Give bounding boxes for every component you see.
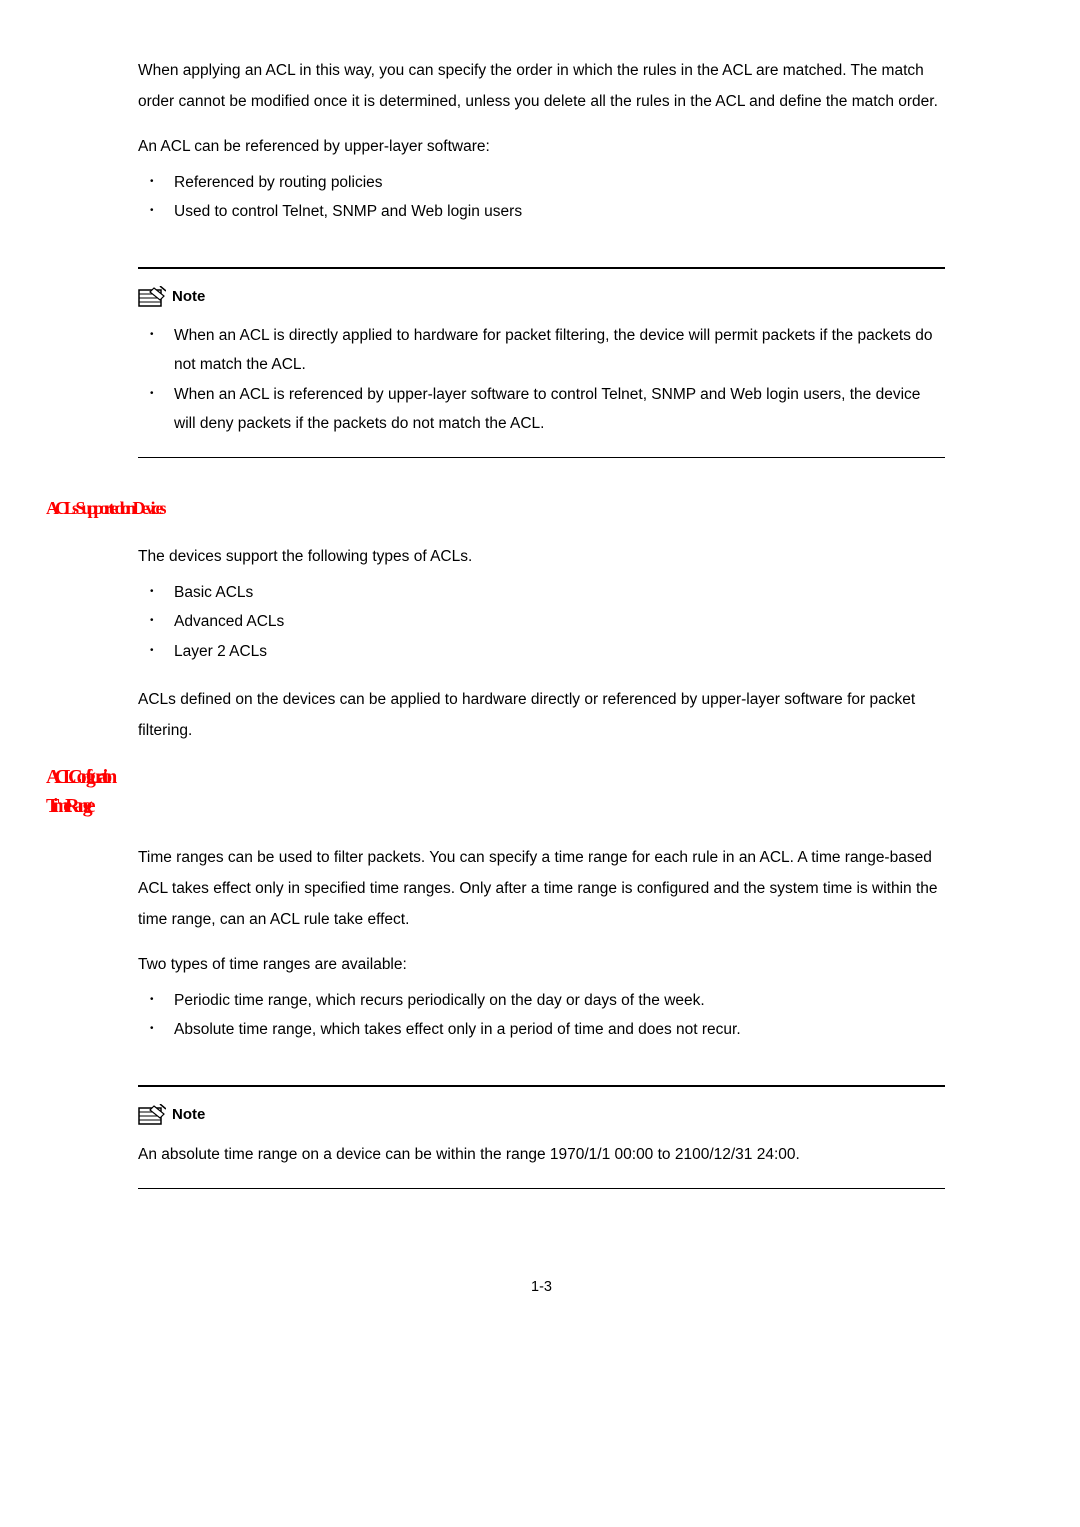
- note-label: Note: [172, 288, 205, 305]
- section-heading-compressed: ACL Configuration: [46, 766, 945, 789]
- note-label: Note: [172, 1106, 205, 1123]
- list-item: Periodic time range, which recurs period…: [138, 986, 945, 1015]
- paragraph: Time ranges can be used to filter packet…: [138, 842, 945, 935]
- paragraph: Two types of time ranges are available:: [138, 949, 945, 980]
- page-number: 1-3: [138, 1279, 945, 1295]
- note-paragraph: An absolute time range on a device can b…: [138, 1139, 945, 1170]
- note-header: Note: [138, 1103, 945, 1127]
- divider: [138, 1188, 945, 1189]
- list-item: Advanced ACLs: [138, 607, 945, 636]
- list-item: When an ACL is referenced by upper-layer…: [138, 380, 945, 439]
- paragraph: ACLs defined on the devices can be appli…: [138, 684, 945, 746]
- paragraph: When applying an ACL in this way, you ca…: [138, 55, 945, 117]
- list-item: Layer 2 ACLs: [138, 637, 945, 666]
- divider: [138, 267, 945, 269]
- list-item: Referenced by routing policies: [138, 168, 945, 197]
- list-item: When an ACL is directly applied to hardw…: [138, 321, 945, 380]
- bullet-list: Referenced by routing policies Used to c…: [138, 168, 945, 227]
- section-heading-compressed: Time Range: [46, 795, 945, 818]
- list-item: Absolute time range, which takes effect …: [138, 1015, 945, 1044]
- list-item: Used to control Telnet, SNMP and Web log…: [138, 197, 945, 226]
- divider: [138, 1085, 945, 1087]
- paragraph: The devices support the following types …: [138, 541, 945, 572]
- note-icon: [138, 285, 166, 309]
- note-icon: [138, 1103, 166, 1127]
- section-heading-compressed: ACLs Supported on Devices: [46, 498, 945, 519]
- bullet-list: Basic ACLs Advanced ACLs Layer 2 ACLs: [138, 578, 945, 666]
- note-header: Note: [138, 285, 945, 309]
- bullet-list: Periodic time range, which recurs period…: [138, 986, 945, 1045]
- divider: [138, 457, 945, 458]
- paragraph: An ACL can be referenced by upper-layer …: [138, 131, 945, 162]
- list-item: Basic ACLs: [138, 578, 945, 607]
- note-list: When an ACL is directly applied to hardw…: [138, 321, 945, 439]
